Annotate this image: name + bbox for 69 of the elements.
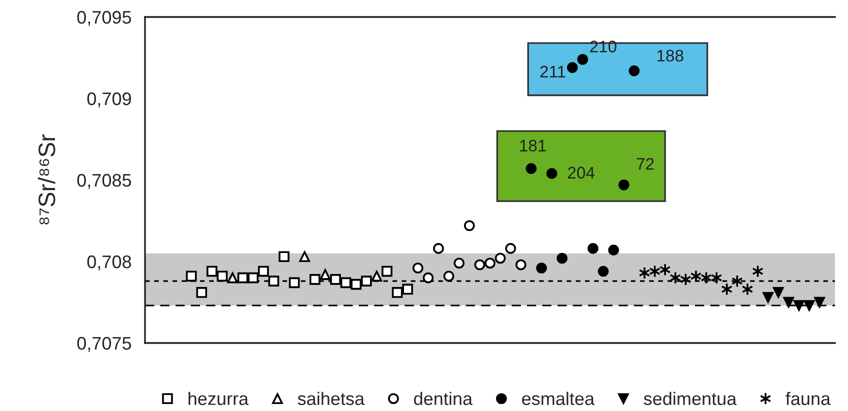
legend-label: dentina [414, 392, 473, 406]
legend-label: saihetsa [298, 392, 365, 406]
point [494, 252, 506, 264]
point [206, 266, 218, 277]
point [361, 276, 372, 286]
legend-label: sedimentua [644, 392, 737, 406]
point [814, 296, 825, 308]
point [710, 271, 722, 284]
point [454, 258, 465, 269]
annotation: 72 [636, 158, 654, 170]
point [608, 244, 619, 256]
point [742, 282, 754, 296]
y-tick-label: 0,7095 [77, 10, 132, 26]
point [556, 252, 568, 264]
point [268, 276, 280, 286]
annotation: 204 [568, 166, 594, 179]
point [186, 270, 197, 282]
point [628, 65, 640, 76]
y-tick-label: 0,7075 [77, 336, 132, 352]
point [670, 271, 682, 284]
point [340, 277, 352, 288]
point [227, 272, 238, 284]
point [258, 266, 269, 277]
point [310, 274, 320, 285]
annotation: 211 [540, 66, 566, 78]
y-tick-label: 0,709 [87, 92, 131, 108]
point [566, 62, 578, 73]
point [237, 272, 248, 284]
point [382, 266, 392, 277]
point [288, 277, 300, 288]
point [320, 269, 331, 280]
point [577, 54, 588, 65]
legend-label: hezurra [188, 392, 249, 406]
point [598, 266, 609, 277]
point [484, 258, 496, 269]
point [422, 272, 434, 284]
point [330, 274, 341, 285]
point [772, 287, 784, 298]
point [783, 296, 794, 308]
point [196, 287, 208, 298]
point [618, 179, 630, 190]
point [536, 262, 547, 274]
point [804, 300, 815, 311]
legend-label: fauna [786, 392, 831, 406]
point [350, 278, 362, 290]
annotation: 210 [590, 40, 616, 52]
point [299, 251, 310, 262]
point [371, 270, 382, 282]
point [278, 251, 290, 262]
point [588, 243, 598, 254]
point [721, 282, 733, 296]
point [762, 292, 774, 303]
annotation: 188 [657, 50, 684, 62]
y-tick-label: 0,7085 [77, 174, 132, 189]
y-tick-label: 0,708 [87, 255, 132, 270]
point [546, 168, 558, 179]
point [526, 163, 537, 174]
point [392, 287, 403, 298]
legend-label: esmaltea [522, 392, 595, 406]
point [443, 270, 454, 282]
point [794, 300, 804, 311]
annotation: 181 [520, 140, 546, 152]
point [412, 262, 424, 274]
point [216, 270, 228, 282]
y-axis-title: ⁸⁷Sr/⁸⁶Sr [38, 134, 56, 224]
point [248, 272, 259, 284]
point [474, 259, 486, 270]
point [515, 259, 526, 270]
point [402, 284, 414, 295]
